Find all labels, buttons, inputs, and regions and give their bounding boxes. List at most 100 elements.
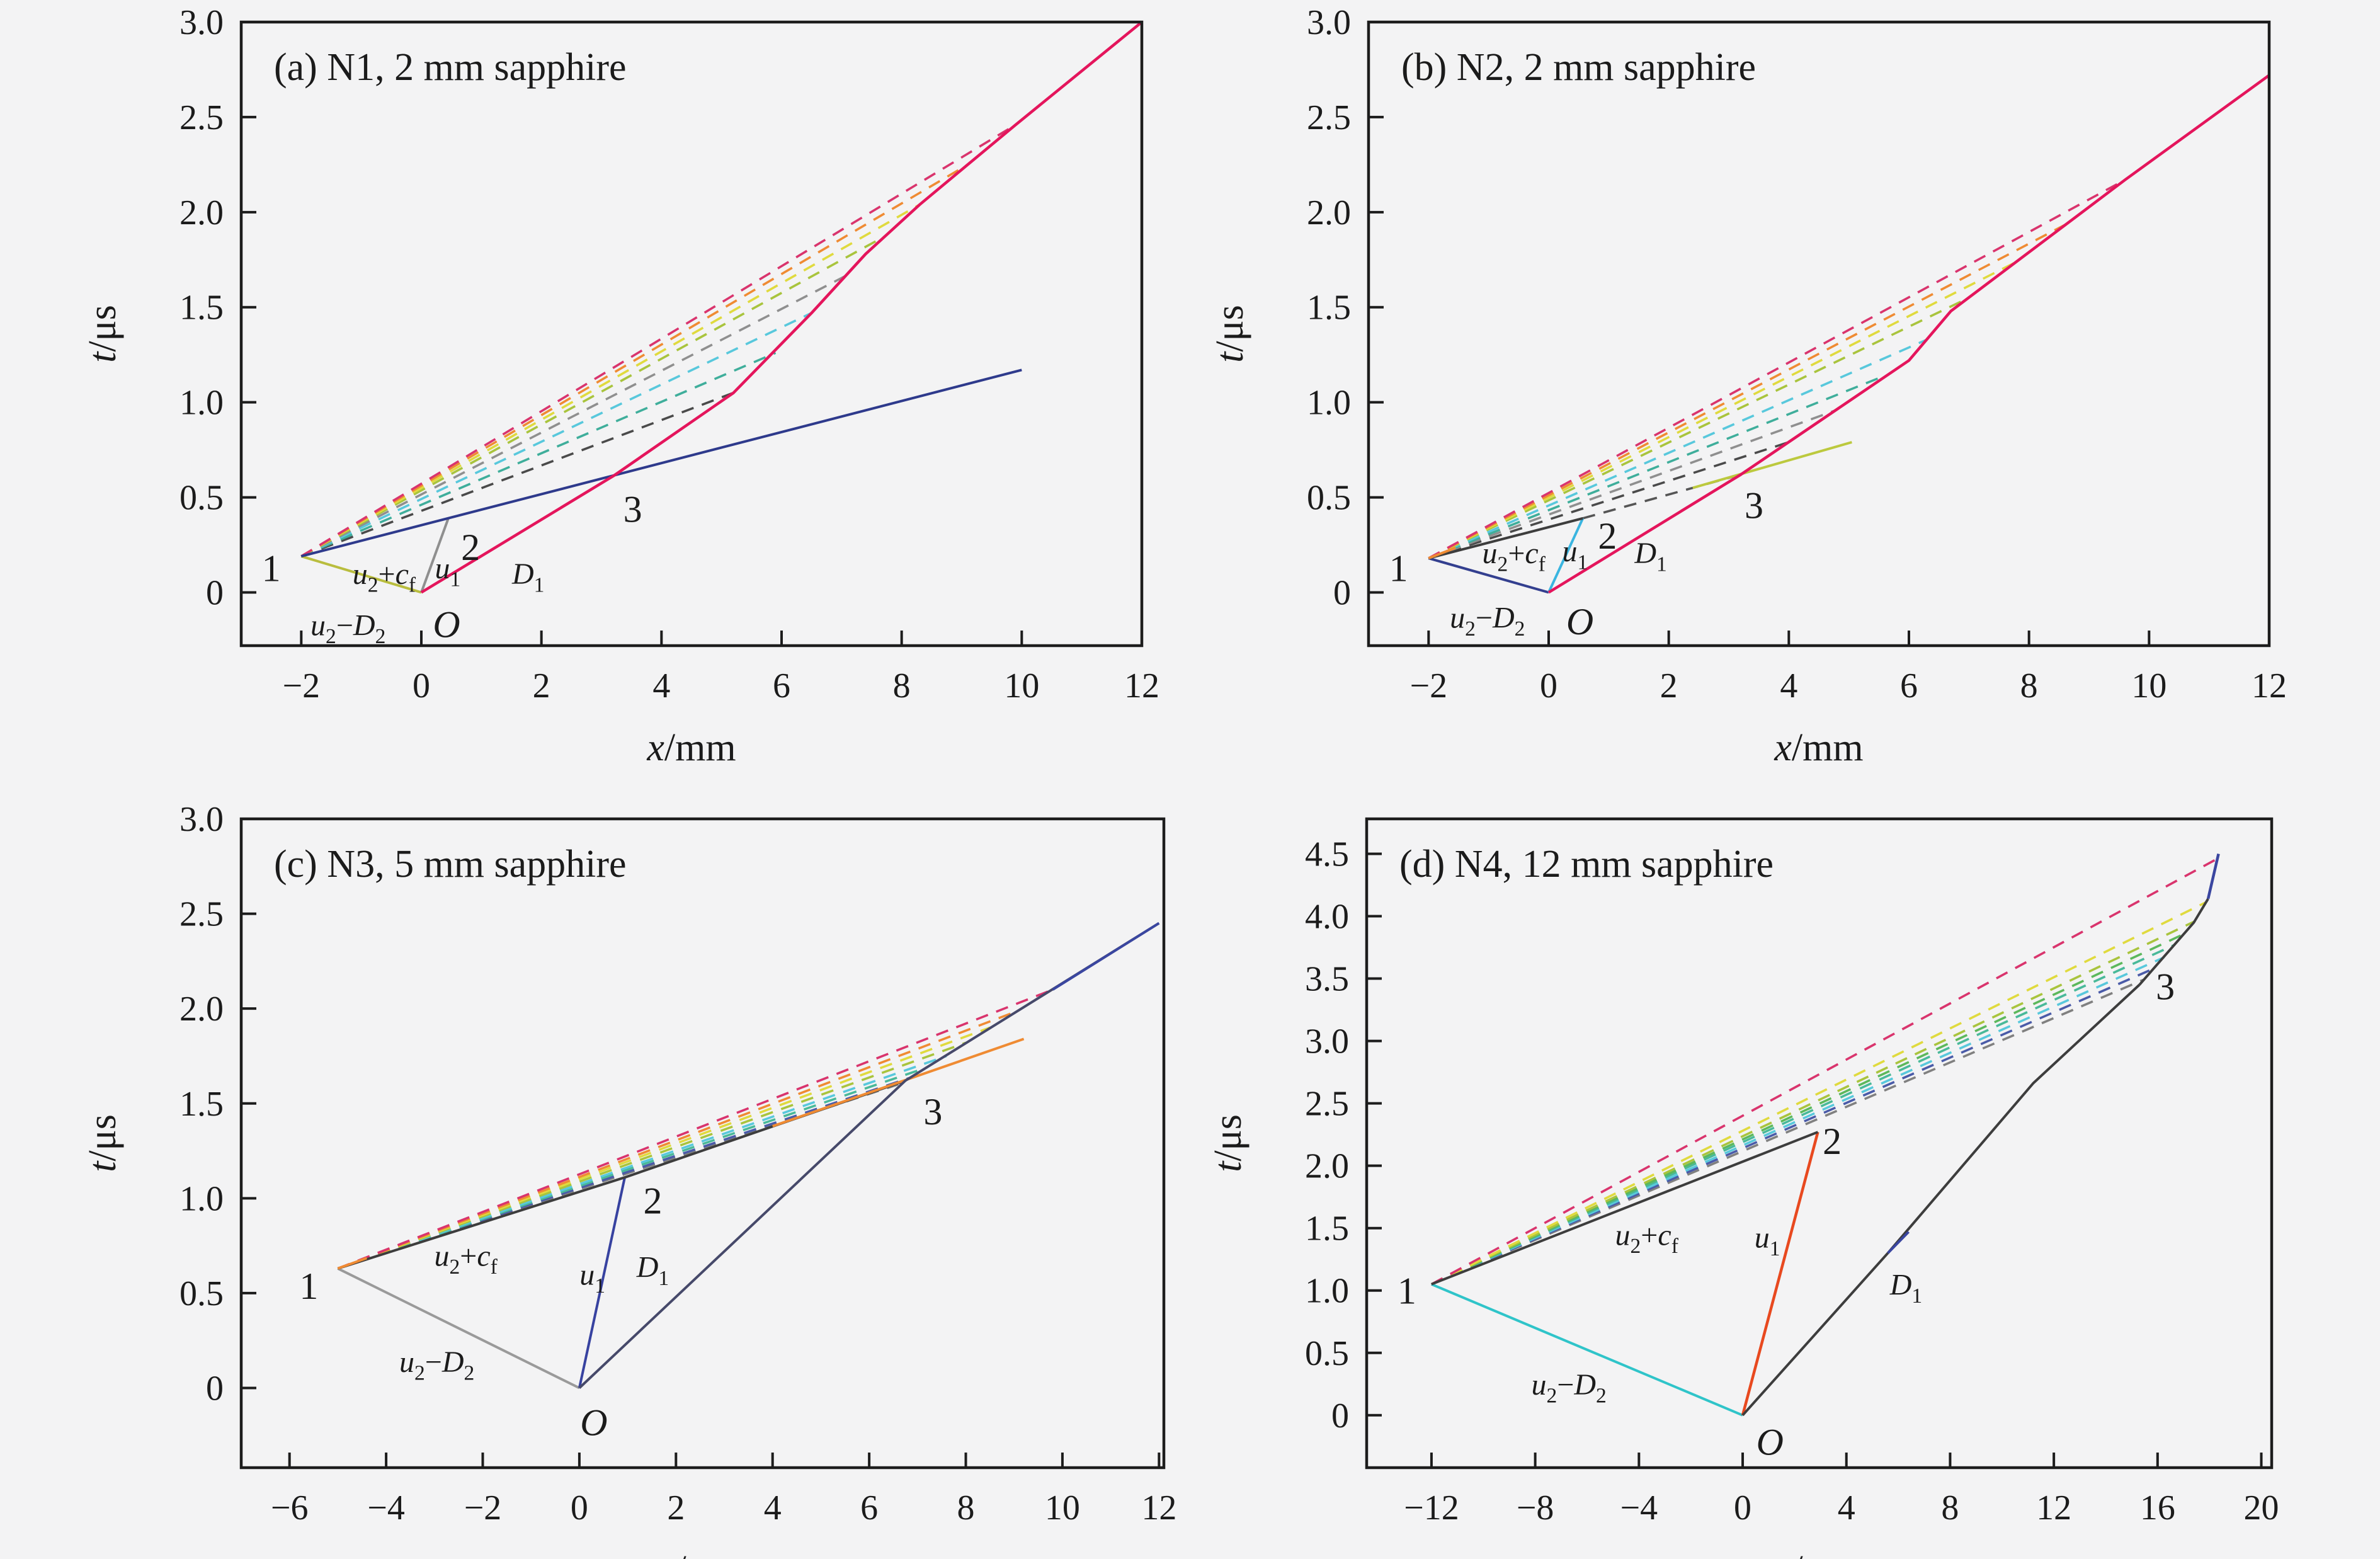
a-label-D1: D1	[511, 557, 544, 597]
x-tick-label: 12	[2252, 666, 2287, 705]
y-tick-label: 1.5	[1307, 288, 1351, 328]
c-fan-tip	[337, 1257, 368, 1270]
x-axis-label-c: x/mm	[658, 1548, 747, 1559]
b-spall-olive-line	[1692, 441, 1852, 489]
b-u1-line	[1547, 517, 1585, 593]
x-tick-label: 20	[2244, 1488, 2279, 1528]
x-tick-label: 4	[764, 1488, 782, 1528]
y-tick-label: 0	[206, 573, 224, 612]
panel-d: −12 −8 −4 0 4 8 12 16 2000.51.01.52.02.53.03.54.…	[1207, 817, 2279, 1559]
y-tick-label: 0	[206, 1369, 224, 1408]
d-label-u1: u1	[1755, 1221, 1780, 1260]
a-D1-shock-line	[420, 21, 1143, 594]
x-tick-label: 0	[1734, 1488, 1751, 1528]
c-release-wave-5-dashed	[337, 1041, 967, 1270]
b-point-label-O: O	[1566, 601, 1593, 642]
a-point-label-3: 3	[623, 489, 642, 530]
c-spall-orange-line	[772, 1037, 1025, 1128]
panel-title-d: (d) N4, 12 mm sapphire	[1399, 843, 1774, 886]
y-axis-label-b: t/μs	[1209, 305, 1251, 363]
c-u2-minus-D2-line	[337, 1267, 580, 1390]
b-point-label-3: 3	[1745, 485, 1763, 527]
x-tick-label: 8	[1941, 1488, 1959, 1528]
x-tick-label: 6	[1900, 666, 1918, 705]
y-tick-label: 1.0	[1307, 384, 1351, 423]
x-tick-label: −4	[367, 1488, 405, 1528]
a-interface-u2-plus-cf-line	[300, 368, 1022, 558]
c-label-D1: D1	[636, 1251, 669, 1290]
a-u1-line	[420, 518, 450, 593]
y-tick-label: 0.5	[1307, 479, 1351, 518]
y-tick-label: 4.0	[1305, 898, 1349, 937]
c-release-wave-7-dashed	[337, 1009, 1020, 1270]
x-tick-label: 12	[1141, 1488, 1176, 1528]
y-tick-label: 0.5	[179, 1274, 224, 1313]
a-release-wave-3-dashed	[300, 312, 812, 557]
a-point-label-2: 2	[461, 527, 480, 568]
c-label-u1: u1	[579, 1259, 605, 1298]
y-tick-label: 1.0	[1305, 1272, 1349, 1311]
b-u2-minus-D2-line	[1428, 557, 1549, 594]
d-release-wave-4-dashed	[1431, 944, 2175, 1286]
d-D1-shock-line	[1741, 983, 2141, 1417]
y-tick-label: 4.5	[1305, 835, 1349, 874]
x-axis-label-d: x/mm	[1774, 1548, 1864, 1559]
d-release-wave-5-dashed	[1431, 932, 2185, 1286]
d-interface-u2-plus-cf-line	[1431, 1131, 1819, 1286]
a-label-u2-minus-D2: u2−D2	[310, 609, 385, 648]
b-release-wave-3-dashed	[1428, 374, 1886, 559]
plot-frame-c	[239, 817, 1166, 1470]
x-tick-label: −2	[283, 666, 321, 705]
a-point-label-O: O	[433, 603, 460, 645]
x-tick-label: 16	[2140, 1488, 2175, 1528]
y-tick-label: 2.5	[1307, 98, 1351, 137]
y-tick-label: 2.0	[179, 990, 224, 1029]
x-tick-label: −8	[1517, 1488, 1554, 1528]
y-axis-label-d: t/μs	[1207, 1114, 1250, 1172]
b-release-wave-6-dashed	[1428, 260, 2018, 559]
x-tick-label: 10	[2131, 666, 2166, 705]
y-tick-label: 0.5	[1305, 1334, 1349, 1373]
d-release-wave-3-dashed	[1431, 956, 2165, 1286]
d-label-u2-minus-D2: u2−D2	[1531, 1368, 1606, 1407]
a-release-wave-7-dashed	[300, 163, 969, 557]
b-point-label-2: 2	[1598, 515, 1617, 557]
c-release-wave-3-dashed	[337, 1066, 928, 1270]
y-tick-label: 2.5	[179, 895, 224, 934]
x-tick-label: 8	[957, 1488, 975, 1528]
y-axis-label-a: t/μs	[81, 305, 124, 363]
d-u1-line	[1741, 1131, 1819, 1416]
c-release-wave-2-dashed	[337, 1075, 913, 1270]
x-tick-label: 0	[413, 666, 430, 705]
d-u2-minus-D2-line	[1431, 1282, 1743, 1417]
panel-title-c: (c) N3, 5 mm sapphire	[274, 843, 627, 886]
x-tick-label: −2	[464, 1488, 502, 1528]
y-tick-label: 1.5	[179, 1085, 224, 1124]
y-tick-label: 3.5	[1305, 960, 1349, 999]
b-D1-shock-line	[1547, 74, 2270, 594]
d-point-label-3: 3	[2156, 966, 2175, 1007]
b-fan-tip	[1428, 546, 1456, 560]
x-tick-label: 6	[860, 1488, 878, 1528]
d-D1-navy-segment	[1887, 1231, 1910, 1254]
x-tick-label: −4	[1620, 1488, 1658, 1528]
x-tick-label: −6	[271, 1488, 309, 1528]
d-reshock-navy-top	[2206, 853, 2220, 899]
b-release-wave-4-dashed	[1428, 338, 1928, 559]
c-point-label-2: 2	[643, 1180, 662, 1221]
b-label-u2-minus-D2: u2−D2	[1450, 602, 1525, 641]
b-label-u2-plus-cf: u2+cf	[1483, 537, 1546, 576]
x-tick-label: 2	[533, 666, 550, 705]
y-tick-label: 1.0	[179, 384, 224, 423]
x-tick-label: 4	[652, 666, 670, 705]
b-label-D1: D1	[1634, 537, 1666, 576]
x-tick-label: 4	[1838, 1488, 1855, 1528]
y-tick-label: 1.5	[179, 288, 224, 328]
b-point-label-1: 1	[1389, 547, 1408, 589]
a-release-wave-4-dashed	[300, 273, 848, 557]
x-tick-label: 8	[893, 666, 911, 705]
